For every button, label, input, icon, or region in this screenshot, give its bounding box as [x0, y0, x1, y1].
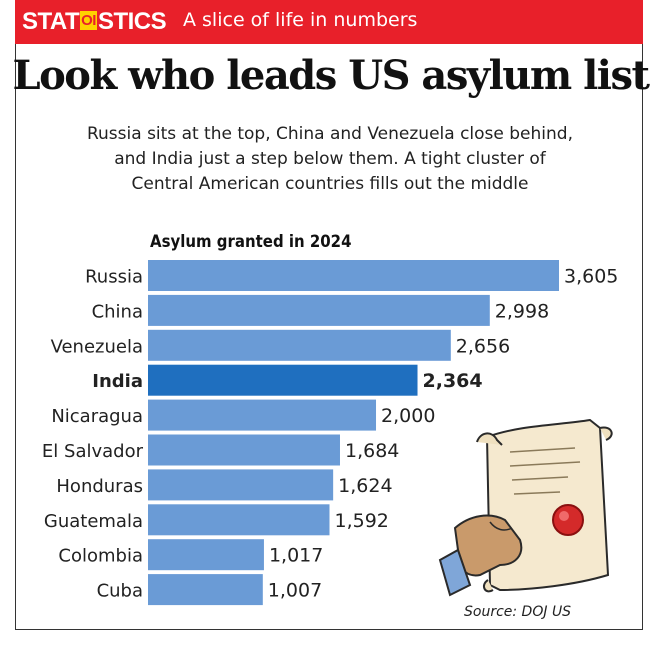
red-seal	[552, 504, 584, 536]
hand-holding-document-with-seal-icon	[438, 418, 613, 597]
banner-tagline: A slice of life in numbers	[183, 9, 418, 31]
bar-guatemala	[148, 504, 330, 536]
bar-china	[148, 294, 490, 326]
brand-text-left: STAT	[22, 8, 80, 35]
category-label-cuba: Cuba	[97, 581, 143, 602]
value-label-venezuela: 2,656	[456, 335, 510, 357]
category-label-russia: Russia	[85, 267, 143, 288]
value-label-russia: 3,605	[564, 266, 618, 288]
subhead-line-3: Central American countries fills out the…	[131, 174, 529, 194]
category-label-china: China	[92, 301, 143, 322]
value-label-colombia: 1,017	[269, 545, 323, 567]
value-label-honduras: 1,624	[338, 475, 392, 497]
statoistics-banner	[15, 0, 643, 44]
category-label-india: India	[92, 371, 143, 392]
value-label-china: 2,998	[495, 300, 549, 322]
category-label-el-salvador: El Salvador	[42, 441, 144, 462]
bar-colombia	[148, 539, 264, 571]
bar-el-salvador	[148, 434, 340, 466]
value-label-guatemala: 1,592	[335, 510, 389, 532]
bar-chart-bars: Russia 3,605 China 2,998 Venezuela 2,656 India…	[42, 260, 618, 606]
bar-russia	[148, 260, 559, 291]
subhead-line-1: Russia sits at the top, China and Venezu…	[86, 124, 573, 144]
bar-nicaragua	[148, 399, 377, 431]
value-label-el-salvador: 1,684	[345, 440, 399, 462]
brand-text-right: STICS	[97, 8, 167, 35]
category-label-honduras: Honduras	[56, 476, 143, 497]
subheadline: Russia sits at the top, China and Venezu…	[20, 122, 640, 197]
brand-text-oi: OI	[80, 10, 97, 30]
category-label-guatemala: Guatemala	[44, 511, 143, 532]
category-label-colombia: Colombia	[58, 546, 143, 567]
value-label-cuba: 1,007	[268, 580, 322, 602]
bar-india	[148, 364, 418, 396]
category-label-nicaragua: Nicaragua	[51, 406, 143, 427]
subhead-line-2: and India just a step below them. A tigh…	[114, 149, 546, 169]
value-label-nicaragua: 2,000	[381, 405, 435, 427]
statoistics-logo: STAT OI STICS	[22, 6, 167, 38]
value-label-india: 2,364	[423, 370, 483, 392]
bar-cuba	[148, 574, 263, 606]
bar-venezuela	[148, 329, 451, 361]
source-note: Source: DOJ US	[464, 604, 572, 620]
headline: Look who leads US asylum list	[12, 52, 650, 99]
category-label-venezuela: Venezuela	[51, 336, 143, 357]
chart-title: Asylum granted in 2024	[150, 232, 352, 252]
bar-honduras	[148, 469, 334, 501]
